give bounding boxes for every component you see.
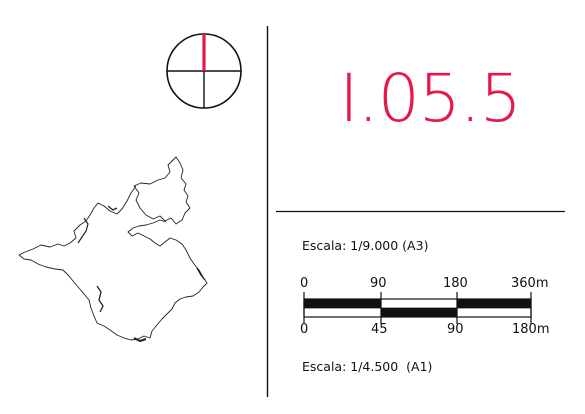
scale-tick-top-360: 360m: [511, 276, 549, 291]
municipality-outline-icon: [18, 156, 208, 343]
scale-label-a1: Escala: 1/4.500 (A1): [302, 359, 433, 374]
scale-tick-bottom-180: 180m: [512, 322, 550, 337]
scale-tick-bottom-0: 0: [300, 322, 309, 337]
scale-tick-top-0: 0: [300, 276, 309, 291]
north-arrow-icon: [166, 33, 242, 109]
sheet-code: I.05.5: [339, 60, 521, 137]
scale-label-a3: Escala: 1/9.000 (A3): [302, 238, 429, 253]
scale-tick-bottom-45: 45: [371, 322, 388, 337]
scale-bar-graphic: [303, 292, 532, 324]
scale-tick-top-90: 90: [370, 276, 387, 291]
scale-tick-top-180: 180: [443, 276, 468, 291]
scale-tick-bottom-90: 90: [447, 322, 464, 337]
